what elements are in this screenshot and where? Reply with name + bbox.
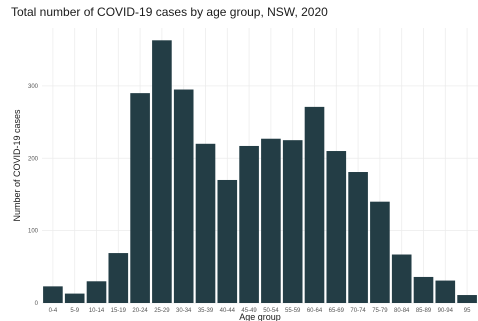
y-tick-label: 300 <box>28 84 39 90</box>
chart-title: Total number of COVID-19 cases by age gr… <box>11 5 328 19</box>
y-tick-label: 200 <box>28 156 39 162</box>
bar-70-74 <box>348 172 368 303</box>
bar-25-29 <box>152 40 172 303</box>
bars <box>43 40 477 304</box>
bar-45-49 <box>239 145 259 303</box>
x-tick-label: 65-69 <box>329 308 345 314</box>
bar-40-44 <box>217 179 238 303</box>
y-tick-labels: 0 100 200 300 <box>28 84 39 307</box>
bar-20-24 <box>130 93 150 303</box>
x-tick-label: 90-94 <box>438 308 454 314</box>
grid-lines <box>42 28 478 304</box>
x-tick-label: 45-49 <box>241 308 257 314</box>
x-tick-label: 30-34 <box>176 308 192 314</box>
x-tick-label: 50-54 <box>263 308 279 314</box>
bar-75-79 <box>370 201 390 303</box>
bar-90-94 <box>435 280 456 303</box>
y-axis-label: Number of COVID-19 cases <box>12 109 22 222</box>
x-tick-label: 0-4 <box>49 308 58 314</box>
x-axis-label: Age group <box>239 312 281 321</box>
bar-80-84 <box>391 254 412 303</box>
bar-95 <box>457 295 477 303</box>
x-tick-label: 95 <box>464 308 471 314</box>
x-tick-label: 20-24 <box>132 308 148 314</box>
bar-60-64 <box>304 106 325 303</box>
y-tick-label: 100 <box>28 229 39 235</box>
x-tick-labels: 0-4 5-9 10-14 15-19 20-24 25-29 30-34 35-39 40-4… <box>49 308 472 314</box>
x-tick-label: 25-29 <box>154 308 170 314</box>
y-tick-label: 0 <box>35 301 39 307</box>
x-tick-label: 85-89 <box>416 308 432 314</box>
bar-35-39 <box>195 143 216 303</box>
x-tick-label: 55-59 <box>285 308 301 314</box>
bar-65-69 <box>326 151 347 303</box>
bar-15-19 <box>108 253 129 303</box>
x-tick-label: 70-74 <box>350 308 366 314</box>
bar-0-4 <box>43 286 63 303</box>
x-tick-label: 10-14 <box>89 308 105 314</box>
bar-5-9 <box>64 293 85 303</box>
bar-55-59 <box>282 140 303 303</box>
x-tick-label: 40-44 <box>220 308 236 314</box>
x-tick-label: 15-19 <box>111 308 127 314</box>
x-tick-label: 80-84 <box>394 308 410 314</box>
x-tick-label: 5-9 <box>70 308 79 314</box>
bar-10-14 <box>86 281 107 303</box>
bar-85-89 <box>413 276 434 303</box>
bar-30-34 <box>173 89 194 304</box>
bar-50-54 <box>261 138 281 303</box>
x-tick-label: 35-39 <box>198 308 214 314</box>
x-tick-label: 60-64 <box>307 308 323 314</box>
x-tick-label: 75-79 <box>372 308 388 314</box>
